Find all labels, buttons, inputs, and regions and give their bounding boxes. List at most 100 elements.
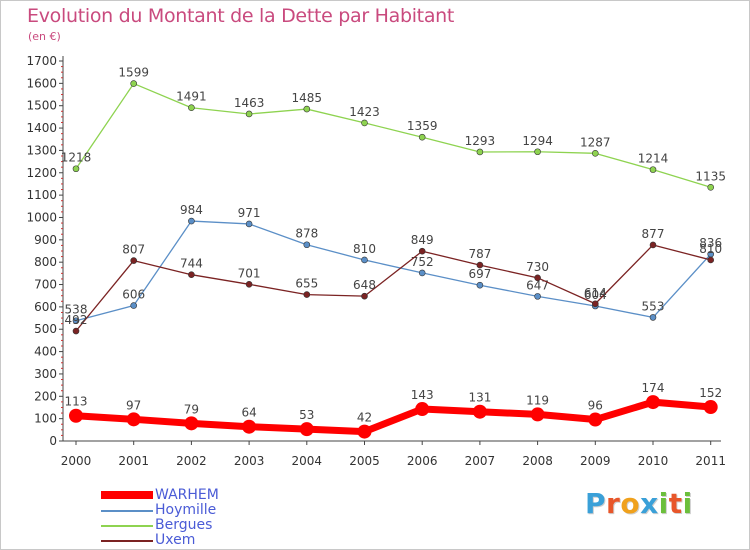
legend-label: WARHEM	[155, 487, 219, 503]
data-label-uxem: 810	[699, 242, 722, 256]
data-label-hoymille: 984	[180, 203, 203, 217]
data-label-warhem: 119	[526, 393, 549, 407]
x-tick-label: 2000	[61, 454, 92, 468]
data-label-hoymille: 836	[699, 236, 722, 250]
data-label-bergues: 1287	[580, 135, 611, 149]
data-label-uxem: 807	[122, 243, 145, 257]
data-label-bergues: 1135	[695, 169, 726, 183]
data-label-bergues: 1214	[638, 152, 669, 166]
data-label-warhem: 42	[357, 411, 372, 425]
data-point-warhem	[530, 407, 545, 422]
data-point-bergues	[476, 148, 484, 156]
data-point-uxem	[649, 241, 657, 249]
data-point-warhem	[184, 416, 199, 431]
y-tick-label: 900	[34, 233, 57, 247]
x-tick-label: 2009	[580, 454, 611, 468]
y-tick-label: 1000	[26, 210, 57, 224]
data-label-hoymille: 752	[411, 255, 434, 269]
logo-letter: i	[682, 487, 693, 520]
data-point-uxem	[188, 271, 195, 278]
y-tick-label: 800	[34, 255, 57, 269]
chart-subtitle: (en €)	[28, 30, 61, 43]
series-uxem: 492 807 744 701 655 648 849 787 730 614 877 810	[65, 227, 722, 335]
logo-letter: o	[620, 487, 641, 520]
y-tick-label: 1400	[26, 121, 57, 135]
data-point-uxem	[534, 274, 541, 282]
data-point-uxem	[707, 256, 715, 264]
data-label-warhem: 152	[699, 386, 722, 400]
data-label-hoymille: 697	[468, 267, 491, 281]
data-point-bergues	[418, 133, 426, 141]
series-layer: 1218 1599 1491 1463 1485 1423 1359 1293 1294 1287…	[61, 66, 726, 439]
y-tick-label: 1500	[26, 99, 57, 113]
data-label-bergues: 1359	[407, 119, 438, 133]
data-point-uxem	[303, 291, 311, 298]
x-tick-label: 2001	[118, 454, 149, 468]
y-tick-label: 1600	[26, 76, 57, 90]
legend-label: Hoymille	[155, 502, 217, 518]
data-point-bergues	[303, 105, 311, 113]
y-tick-label: 100	[34, 412, 57, 426]
logo-letter: P	[585, 487, 607, 520]
data-label-uxem: 849	[411, 233, 434, 247]
data-point-uxem	[361, 292, 368, 300]
y-tick-label: 700	[34, 278, 57, 292]
proxiti-logo: Proxiti	[585, 487, 693, 520]
legend-swatch	[101, 525, 153, 527]
data-point-warhem	[69, 408, 83, 423]
y-tick-label: 500	[34, 322, 57, 336]
data-label-uxem: 787	[468, 247, 491, 261]
x-tick-label: 2007	[465, 454, 496, 468]
data-label-bergues: 1599	[118, 66, 149, 80]
data-label-warhem: 96	[588, 399, 603, 413]
x-tick-label: 2004	[292, 454, 323, 468]
chart-axes	[62, 56, 721, 442]
data-label-warhem: 143	[411, 388, 434, 402]
data-point-bergues	[591, 150, 599, 157]
data-label-bergues: 1218	[61, 151, 92, 165]
data-label-hoymille: 971	[238, 206, 261, 220]
data-point-hoymille	[188, 217, 195, 225]
data-point-bergues	[188, 104, 195, 112]
data-point-bergues	[707, 183, 715, 191]
data-label-bergues: 1491	[176, 90, 207, 104]
data-label-uxem: 492	[65, 313, 88, 327]
data-label-warhem: 113	[65, 395, 88, 409]
data-point-uxem	[476, 261, 484, 269]
logo-letter: t	[668, 487, 683, 520]
series-line-hoymille	[75, 220, 712, 322]
data-point-bergues	[245, 110, 253, 118]
data-label-uxem: 655	[295, 277, 318, 291]
legend-label: Bergues	[155, 517, 213, 533]
data-point-warhem	[588, 412, 603, 427]
x-tick-label: 2002	[176, 454, 207, 468]
data-label-bergues: 1423	[349, 105, 380, 119]
data-point-hoymille	[476, 281, 484, 289]
x-tick-label: 2005	[349, 454, 380, 468]
data-point-bergues	[72, 165, 80, 173]
y-tick-label: 600	[34, 300, 57, 314]
chart-title: Evolution du Montant de la Dette par Hab…	[27, 5, 455, 27]
y-tick-label: 400	[34, 345, 57, 359]
data-label-uxem: 648	[353, 278, 376, 292]
x-tick-label: 2011	[695, 454, 726, 468]
data-point-warhem	[415, 402, 430, 417]
data-label-warhem: 53	[299, 408, 314, 422]
data-point-bergues	[130, 80, 137, 87]
y-tick-label: 0	[49, 434, 57, 448]
data-point-warhem	[703, 400, 718, 415]
legend-swatch	[101, 540, 153, 542]
data-point-hoymille	[418, 269, 426, 277]
legend-swatch	[101, 510, 153, 512]
data-point-warhem	[646, 395, 660, 410]
logo-letter: i	[658, 487, 669, 520]
y-axis-ticks: 0 100 200 300 400 500 600 700 800 900 1000 1100 1200…	[26, 54, 63, 448]
data-point-warhem	[357, 424, 372, 439]
data-point-uxem	[130, 257, 137, 264]
x-tick-label: 2010	[638, 454, 669, 468]
data-label-hoymille: 606	[122, 288, 145, 302]
data-point-warhem	[242, 419, 257, 434]
data-point-hoymille	[245, 220, 253, 228]
